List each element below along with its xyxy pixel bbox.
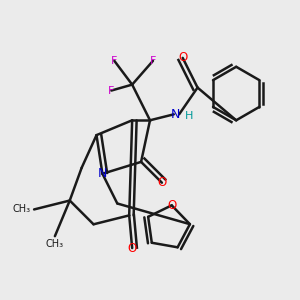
Text: CH₃: CH₃ [46, 239, 64, 249]
Text: CH₃: CH₃ [13, 204, 31, 214]
Text: F: F [111, 56, 118, 66]
Text: N: N [171, 108, 180, 121]
Text: O: O [167, 199, 176, 212]
Text: O: O [157, 176, 167, 189]
Text: H: H [185, 111, 194, 121]
Text: N: N [98, 167, 107, 180]
Text: F: F [108, 85, 115, 96]
Text: O: O [128, 242, 137, 255]
Text: O: O [178, 51, 187, 64]
Text: F: F [150, 56, 156, 66]
